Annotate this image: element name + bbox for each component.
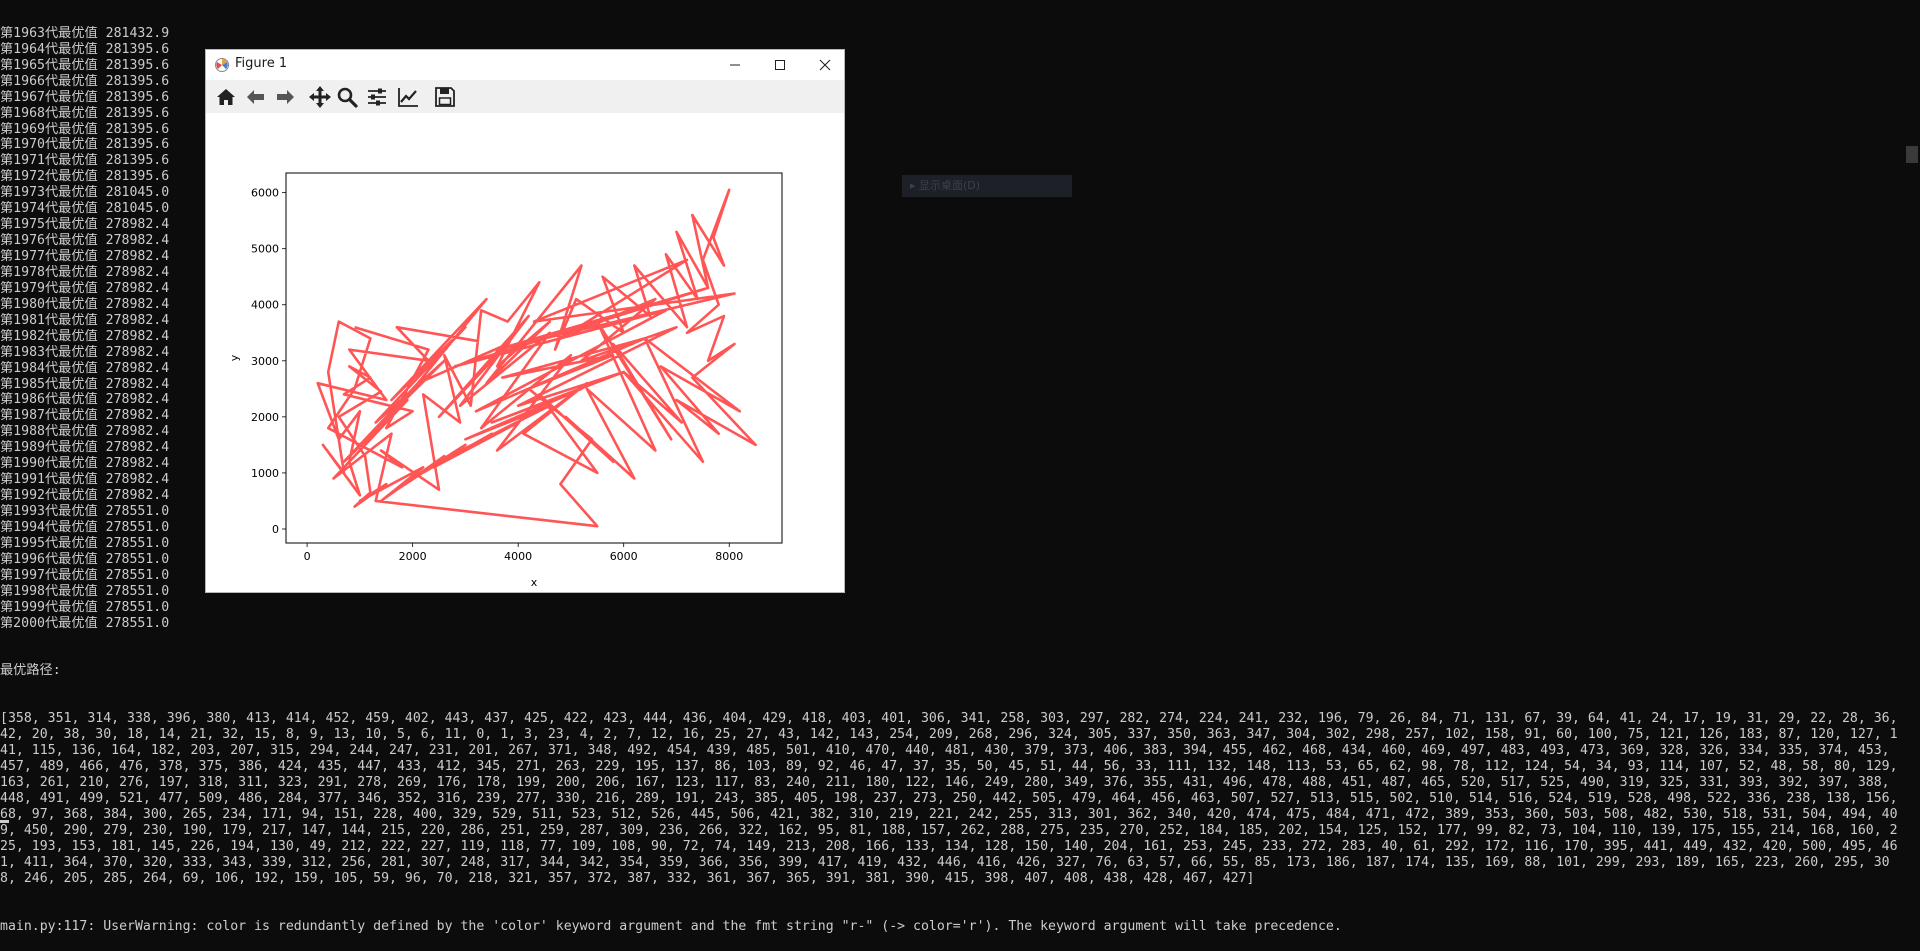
generation-line: 第1968代最优值 281395.6 (0, 105, 170, 121)
home-button[interactable] (213, 84, 239, 110)
console-scrollbar[interactable] (1903, 0, 1920, 923)
generation-line: 第1996代最优值 278551.0 (0, 551, 170, 567)
y-tick-label: 5000 (251, 243, 279, 256)
generation-line: 第1994代最优值 278551.0 (0, 519, 170, 535)
generation-line: 第1983代最优值 278982.4 (0, 344, 170, 360)
generation-line: 第1984代最优值 278982.4 (0, 360, 170, 376)
generation-line: 第1964代最优值 281395.6 (0, 41, 170, 57)
x-tick-label: 8000 (715, 550, 743, 563)
generation-line: 第1982代最优值 278982.4 (0, 328, 170, 344)
generation-line: 第1967代最优值 281395.6 (0, 89, 170, 105)
console-cursor (0, 820, 9, 823)
maximize-button[interactable] (757, 50, 802, 80)
generation-line: 第1992代最优值 278982.4 (0, 488, 170, 504)
console-scrollbar-thumb[interactable] (1906, 146, 1918, 163)
x-tick-label: 0 (304, 550, 311, 563)
y-tick-label: 4000 (251, 299, 279, 312)
generation-line: 第1979代最优值 278982.4 (0, 280, 170, 296)
back-button[interactable] (243, 84, 269, 110)
faded-popup-menu: ▸ 显示桌面(D) (902, 175, 1072, 197)
x-tick-label: 6000 (610, 550, 638, 563)
generation-line: 第1988代最优值 278982.4 (0, 424, 170, 440)
route-series-line (316, 188, 757, 528)
home-icon (217, 89, 235, 105)
x-tick-label: 4000 (504, 550, 532, 563)
generation-line: 第1990代最优值 278982.4 (0, 456, 170, 472)
move-icon (309, 86, 331, 108)
arrow-right-icon (277, 90, 294, 104)
save-button[interactable] (432, 84, 458, 110)
console-output: 第1963代最优值 281432.9 第1964代最优值 281395.6 第196… (0, 26, 1906, 934)
generation-line: 第1980代最优值 278982.4 (0, 296, 170, 312)
route-line-chart: 0 2000 4000 6000 8000 0 1000 2000 3000 4000 5000 6… (206, 113, 844, 592)
generation-line: 第1998代最优值 278551.0 (0, 583, 170, 599)
best-path-list: [358, 351, 314, 338, 396, 380, 413, 414,… (0, 711, 1906, 886)
generation-line: 第1971代最优值 281395.6 (0, 153, 170, 169)
edit-axes-button[interactable] (395, 84, 421, 110)
generation-line: 第1981代最优值 278982.4 (0, 312, 170, 328)
y-tick-label: 3000 (251, 355, 279, 368)
generation-line: 第1972代最优值 281395.6 (0, 169, 170, 185)
generation-line: 第1987代最优值 278982.4 (0, 408, 170, 424)
generation-line: 第1963代最优值 281432.9 (0, 25, 170, 41)
generation-line: 第1976代最优值 278982.4 (0, 233, 170, 249)
warning-line: main.py:117: UserWarning: color is redun… (0, 918, 1342, 934)
generation-line: 第1999代最优值 278551.0 (0, 599, 170, 615)
generation-line: 第2000代最优值 278551.0 (0, 615, 170, 631)
minimize-button[interactable] (712, 50, 757, 80)
generation-line: 第1995代最优值 278551.0 (0, 535, 170, 551)
arrow-left-icon (247, 90, 264, 104)
x-tick-label: 2000 (399, 550, 427, 563)
line-chart-icon (398, 88, 418, 107)
magnifier-icon (337, 87, 358, 108)
y-axis-label: y (228, 354, 241, 361)
generation-line: 第1985代最优值 278982.4 (0, 376, 170, 392)
y-tick-label: 6000 (251, 187, 279, 200)
y-tick-label: 1000 (251, 467, 279, 480)
axes-frame (285, 172, 783, 544)
best-path-label: 最优路径: (0, 663, 61, 679)
matplotlib-icon (215, 58, 229, 72)
close-button[interactable] (802, 50, 847, 80)
generation-line: 第1975代最优值 278982.4 (0, 217, 170, 233)
generation-line: 第1965代最优值 281395.6 (0, 57, 170, 73)
generation-line: 第1977代最优值 278982.4 (0, 249, 170, 265)
generation-line: 第1991代最优值 278982.4 (0, 472, 170, 488)
generation-line: 第1997代最优值 278551.0 (0, 567, 170, 583)
generation-line: 第1973代最优值 281045.0 (0, 185, 170, 201)
generation-line: 第1989代最优值 278982.4 (0, 440, 170, 456)
zoom-button[interactable] (334, 84, 360, 110)
subplots-button[interactable] (364, 84, 390, 110)
plot-canvas[interactable]: 0 2000 4000 6000 8000 0 1000 2000 3000 4000 5000 6… (206, 113, 844, 596)
generation-line: 第1966代最优值 281395.6 (0, 73, 170, 89)
save-icon (435, 87, 455, 107)
generation-line: 第1969代最优值 281395.6 (0, 121, 170, 137)
window-titlebar[interactable]: Figure 1 (206, 50, 844, 80)
generation-log: 第1963代最优值 281432.9 第1964代最优值 281395.6 第196… (0, 26, 1900, 632)
y-tick-label: 0 (272, 523, 279, 536)
forward-button[interactable] (272, 84, 298, 110)
generation-line: 第1993代最优值 278551.0 (0, 504, 170, 520)
navigation-toolbar (206, 80, 844, 114)
generation-line: 第1974代最优值 281045.0 (0, 201, 170, 217)
figure-window[interactable]: Figure 1 (205, 49, 845, 593)
sliders-icon (368, 88, 386, 106)
window-title: Figure 1 (235, 56, 288, 71)
generation-line: 第1986代最优值 278982.4 (0, 392, 170, 408)
x-axis-label: x (531, 576, 538, 589)
pan-button[interactable] (307, 84, 333, 110)
generation-line: 第1978代最优值 278982.4 (0, 264, 170, 280)
y-tick-label: 2000 (251, 411, 279, 424)
generation-line: 第1970代最优值 281395.6 (0, 137, 170, 153)
